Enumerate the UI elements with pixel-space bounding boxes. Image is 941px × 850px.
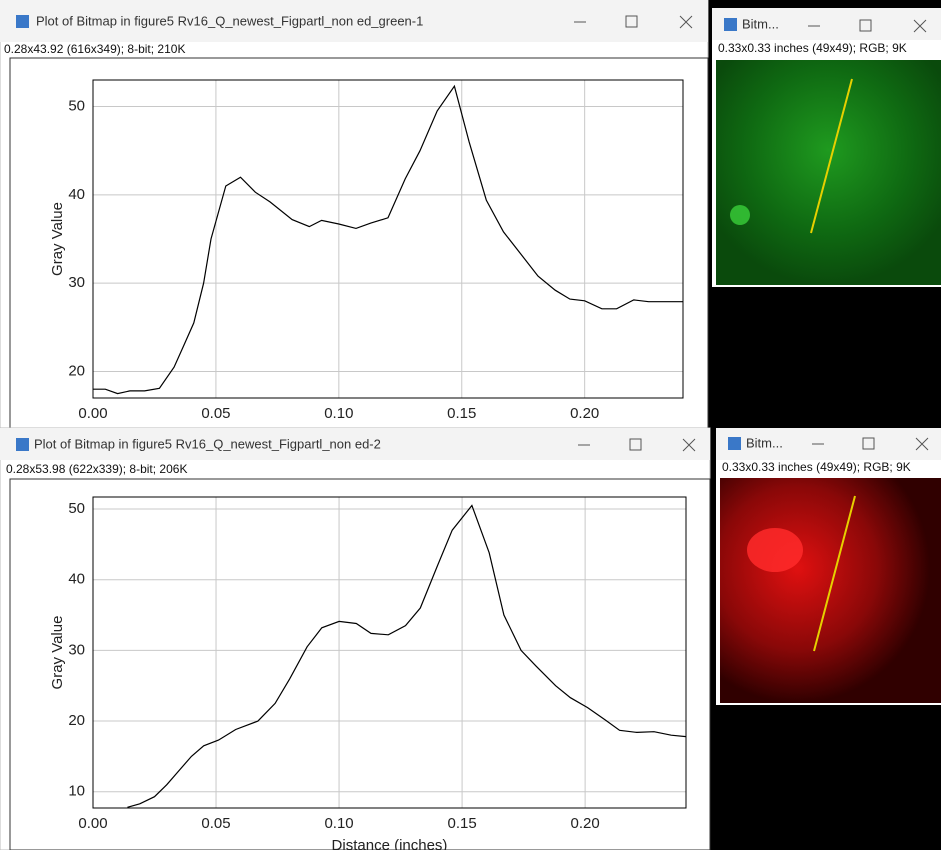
plot-border: [92, 496, 687, 809]
plot-area: [92, 496, 687, 809]
y-tick-label: 30: [68, 641, 85, 658]
x-tick-label: 0.15: [447, 815, 476, 832]
image-info: 0.33x0.33 inches (49x49); RGB; 9K: [722, 460, 911, 474]
x-tick-label: 0.20: [570, 405, 599, 422]
y-tick-label: 20: [68, 362, 85, 379]
line-selection: [813, 495, 856, 652]
window-title: Bitm...: [746, 435, 783, 450]
x-tick-label: 0.05: [201, 815, 230, 832]
y-tick-label: 40: [68, 571, 85, 588]
y-tick-label: 20: [68, 712, 85, 729]
x-tick-label: 0.20: [571, 815, 600, 832]
x-tick-label: 0.10: [324, 405, 353, 422]
x-tick-label: 0.05: [201, 405, 230, 422]
x-axis-label: Distance (inches): [332, 837, 448, 850]
x-tick-label: 0.10: [324, 815, 353, 832]
y-axis-label: Gray Value: [49, 202, 66, 276]
image-info: 0.28x53.98 (622x339); 8-bit; 206K: [6, 462, 187, 476]
image-window: Bitm... 0.33x0.33 inches (49x49); RGB; 9…: [716, 428, 941, 705]
y-tick-label: 10: [68, 783, 85, 800]
window-title: Bitm...: [742, 16, 779, 31]
image-info: 0.28x43.92 (616x349); 8-bit; 210K: [4, 42, 185, 56]
y-axis-label: Gray Value: [49, 616, 66, 690]
y-tick-label: 50: [68, 97, 85, 114]
title-bar[interactable]: [0, 0, 708, 42]
x-tick-label: 0.00: [78, 815, 107, 832]
window-title: Plot of Bitmap in figure5 Rv16_Q_newest_…: [34, 436, 381, 451]
image-info: 0.33x0.33 inches (49x49); RGB; 9K: [718, 41, 907, 55]
y-tick-label: 40: [68, 186, 85, 203]
data-line: [93, 84, 683, 395]
title-bar[interactable]: [716, 428, 941, 460]
close-button[interactable]: [915, 437, 929, 451]
title-bar[interactable]: [712, 8, 941, 40]
y-tick-label: 30: [68, 274, 85, 291]
app-icon: [16, 15, 29, 28]
image-window: Bitm... 0.33x0.33 inches (49x49); RGB; 9…: [712, 8, 941, 287]
maximize-button[interactable]: [629, 438, 642, 451]
app-icon: [724, 18, 737, 31]
maximize-button[interactable]: [859, 19, 872, 32]
app-icon: [728, 437, 741, 450]
x-tick-label: 0.15: [447, 405, 476, 422]
close-button[interactable]: [682, 438, 696, 452]
data-line: [127, 504, 686, 808]
close-button[interactable]: [913, 19, 927, 33]
window-title: Plot of Bitmap in figure5 Rv16_Q_newest_…: [36, 13, 423, 28]
y-tick-label: 50: [68, 500, 85, 517]
title-bar[interactable]: [0, 428, 710, 460]
line-selection: [810, 78, 853, 234]
app-icon: [16, 438, 29, 451]
close-button[interactable]: [679, 15, 693, 29]
maximize-button[interactable]: [862, 437, 875, 450]
x-tick-label: 0.00: [78, 405, 107, 422]
image: [716, 60, 941, 285]
plot-border: [92, 79, 684, 399]
maximize-button[interactable]: [625, 15, 638, 28]
